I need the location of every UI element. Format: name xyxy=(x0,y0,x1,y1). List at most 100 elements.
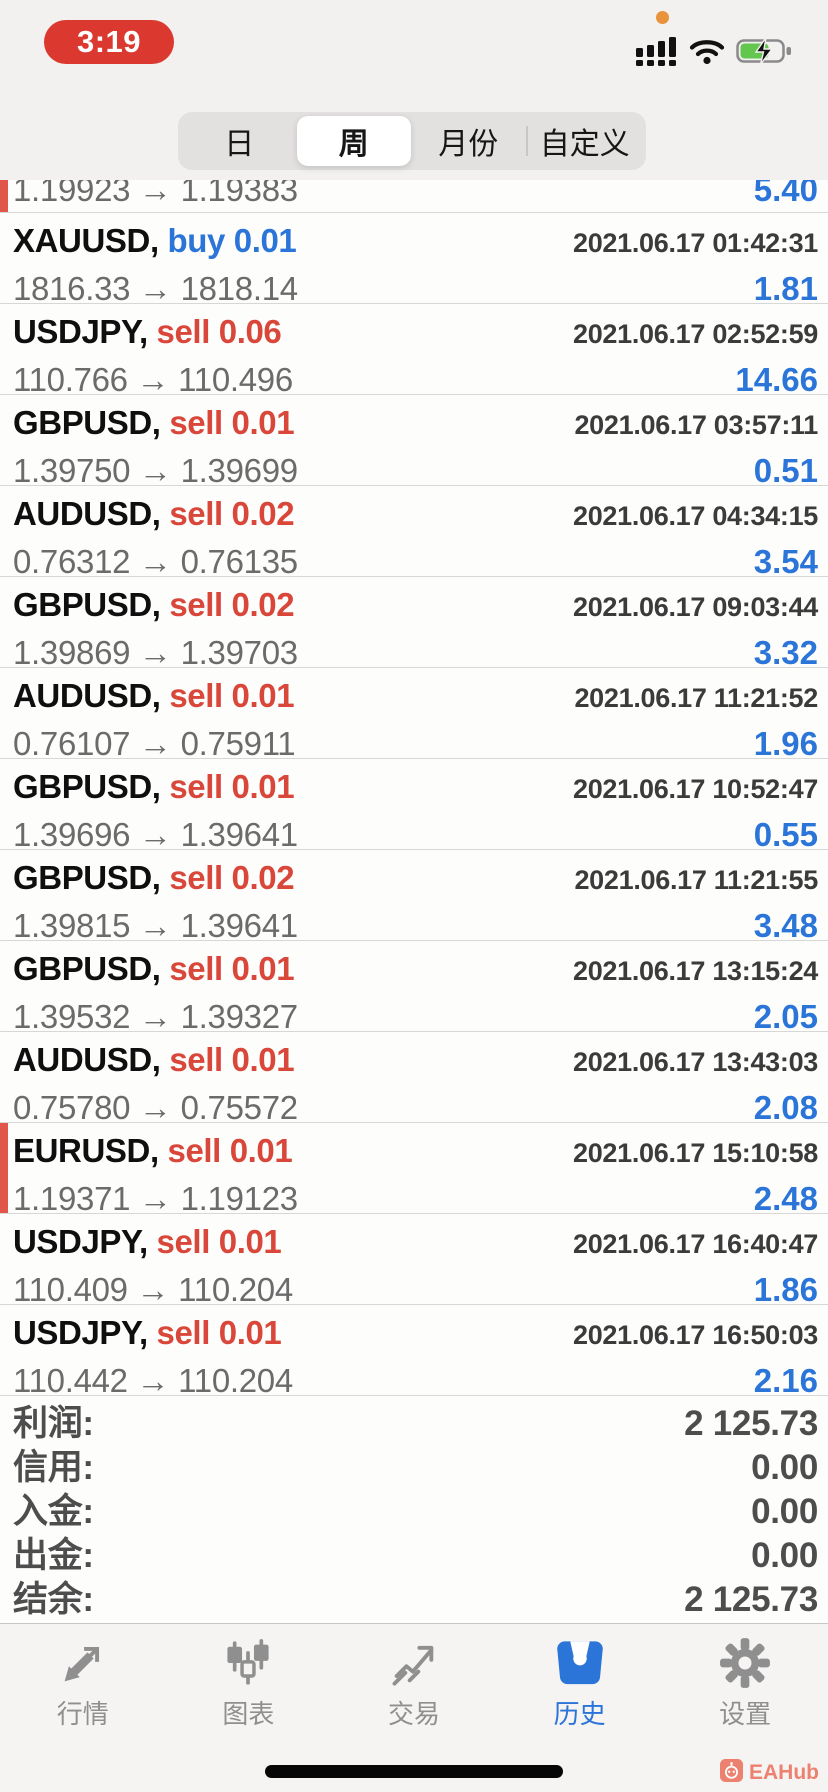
trade-symbol: AUDUSD, xyxy=(13,495,170,532)
trade-open-time: 2021.06.17 16:50:03 xyxy=(572,1320,818,1350)
trade-side-lot: sell 0.01 xyxy=(156,1314,282,1351)
status-icons xyxy=(636,36,794,66)
trade-row[interactable]: USDJPY, sell 0.06 2021.06.17 02:52:59 11… xyxy=(0,304,828,398)
tab-历史[interactable]: 历史 xyxy=(497,1637,663,1792)
trade-open-time: 2021.06.17 15:10:58 xyxy=(572,1138,818,1168)
trade-open-time: 2021.06.17 11:21:55 xyxy=(574,865,818,895)
trade-side-lot: sell 0.01 xyxy=(169,677,295,714)
status-time: 3:19 xyxy=(76,24,142,59)
trade-side-lot: sell 0.01 xyxy=(169,404,295,441)
trade-row-bottom-line: 0.75780 → 0.75572 2.08 xyxy=(13,1087,818,1129)
trade-row-top-line: AUDUSD, sell 0.02 2021.06.17 04:34:15 xyxy=(13,493,818,541)
history-list[interactable]: 1.19923 → 1.19383 5.40 XAUUSD, buy 0.01 … xyxy=(0,180,828,1622)
trade-side-lot: sell 0.02 xyxy=(169,859,295,896)
segment-button-月份[interactable]: 月份 xyxy=(411,116,526,166)
trade-row[interactable]: GBPUSD, sell 0.02 2021.06.17 11:21:55 1.… xyxy=(0,850,828,944)
trade-prices: 110.442 → 110.204 xyxy=(13,1362,293,1399)
trade-symbol: USDJPY, xyxy=(13,1314,157,1351)
trade-profit: 0.51 xyxy=(753,452,818,489)
trade-prices: 1.39532 → 1.39327 xyxy=(13,998,298,1035)
trade-row[interactable]: XAUUSD, buy 0.01 2021.06.17 01:42:31 181… xyxy=(0,213,828,307)
period-segmented-control: 日 周 月份 自定义 xyxy=(178,112,646,170)
trade-profit: 0.55 xyxy=(753,816,818,853)
cellular-signal-icon xyxy=(636,36,678,66)
trade-row[interactable]: USDJPY, sell 0.01 2021.06.17 16:50:03 11… xyxy=(0,1305,828,1399)
trade-profit: 2.08 xyxy=(753,1089,818,1126)
summary-value: 0.00 xyxy=(751,1492,818,1531)
segment-label: 月份 xyxy=(438,128,499,161)
trade-open-time: 2021.06.17 11:21:52 xyxy=(574,683,818,713)
trade-row[interactable]: GBPUSD, sell 0.01 2021.06.17 13:15:24 1.… xyxy=(0,941,828,1035)
summary-line: 入金: 0.00 xyxy=(13,1490,818,1534)
summary-label: 结余: xyxy=(13,1580,94,1619)
trade-open-time: 2021.06.17 03:57:11 xyxy=(574,410,818,440)
trade-prices: 1.39815 → 1.39641 xyxy=(13,907,298,944)
watermark-label: EAHub xyxy=(749,1761,819,1784)
trade-side-lot: buy 0.01 xyxy=(167,222,297,259)
tab-图表[interactable]: 图表 xyxy=(166,1637,332,1792)
trade-symbol: GBPUSD, xyxy=(13,404,170,441)
trade-row-top-line: GBPUSD, sell 0.01 2021.06.17 03:57:11 xyxy=(13,402,818,450)
trade-open-time: 2021.06.17 13:15:24 xyxy=(572,956,818,986)
trade-row[interactable]: EURUSD, sell 0.01 2021.06.17 15:10:58 1.… xyxy=(0,1123,828,1217)
tab-label: 设置 xyxy=(719,1699,772,1729)
segment-label: 自定义 xyxy=(539,128,630,161)
summary-line: 信用: 0.00 xyxy=(13,1446,818,1490)
trade-title: GBPUSD, sell 0.01 xyxy=(13,948,295,996)
segment-button-自定义[interactable]: 自定义 xyxy=(528,116,643,166)
segment-button-日[interactable]: 日 xyxy=(182,116,297,166)
summary-label: 入金: xyxy=(13,1492,94,1531)
trade-open-time: 2021.06.17 02:52:59 xyxy=(572,319,818,349)
gear-icon xyxy=(719,1637,771,1689)
mic-indicator-dot xyxy=(656,11,669,24)
trade-side-lot: sell 0.01 xyxy=(169,950,295,987)
trade-row[interactable]: GBPUSD, sell 0.01 2021.06.17 10:52:47 1.… xyxy=(0,759,828,853)
summary-line: 利润: 2 125.73 xyxy=(13,1402,818,1446)
trade-row-bottom-line: 1.39532 → 1.39327 2.05 xyxy=(13,996,818,1038)
tab-行情[interactable]: 行情 xyxy=(0,1637,166,1792)
trade-prices: 1.39696 → 1.39641 xyxy=(13,816,298,853)
trade-profit: 2.48 xyxy=(753,1180,818,1217)
tab-交易[interactable]: 交易 xyxy=(331,1637,497,1792)
trade-open-time: 2021.06.17 04:34:15 xyxy=(572,501,818,531)
tab-label: 行情 xyxy=(56,1699,109,1729)
trade-row[interactable]: AUDUSD, sell 0.01 2021.06.17 13:43:03 0.… xyxy=(0,1032,828,1126)
trade-side-lot: sell 0.01 xyxy=(169,768,295,805)
trade-line-icon xyxy=(388,1637,440,1689)
trade-title: AUDUSD, sell 0.02 xyxy=(13,493,295,541)
trade-symbol: GBPUSD, xyxy=(13,586,170,623)
tab-设置[interactable]: 设置 xyxy=(662,1637,828,1792)
trade-row[interactable]: AUDUSD, sell 0.02 2021.06.17 04:34:15 0.… xyxy=(0,486,828,580)
trade-row[interactable]: GBPUSD, sell 0.01 2021.06.17 03:57:11 1.… xyxy=(0,395,828,489)
summary-value: 2 125.73 xyxy=(684,1580,818,1619)
trade-prices: 1816.33 → 1818.14 xyxy=(13,270,298,307)
trade-row[interactable]: USDJPY, sell 0.01 2021.06.17 16:40:47 11… xyxy=(0,1214,828,1308)
summary-line: 结余: 2 125.73 xyxy=(13,1578,818,1622)
trade-title: USDJPY, sell 0.01 xyxy=(13,1312,282,1360)
trade-title: USDJPY, sell 0.01 xyxy=(13,1221,282,1269)
segment-button-周[interactable]: 周 xyxy=(296,116,411,166)
trade-profit: 3.54 xyxy=(753,543,818,580)
trade-row-bottom-line: 1.39869 → 1.39703 3.32 xyxy=(13,632,818,674)
trade-side-lot: sell 0.06 xyxy=(156,313,282,350)
trade-symbol: USDJPY, xyxy=(13,313,157,350)
recording-time-pill[interactable]: 3:19 xyxy=(44,20,174,64)
trade-row[interactable]: 1.19923 → 1.19383 5.40 xyxy=(0,180,828,213)
trade-side-lot: sell 0.01 xyxy=(156,1223,282,1260)
history-tray-icon xyxy=(554,1637,606,1689)
trade-row-bottom-line: 1.39696 → 1.39641 0.55 xyxy=(13,814,818,856)
trade-symbol: GBPUSD, xyxy=(13,950,170,987)
home-indicator[interactable] xyxy=(265,1765,563,1778)
header: 3:19 xyxy=(0,0,828,180)
tab-label: 交易 xyxy=(387,1699,440,1729)
trade-symbol: EURUSD, xyxy=(13,1132,168,1169)
trade-row[interactable]: GBPUSD, sell 0.02 2021.06.17 09:03:44 1.… xyxy=(0,577,828,671)
trade-symbol: AUDUSD, xyxy=(13,677,170,714)
trade-prices: 0.76107 → 0.75911 xyxy=(13,725,296,762)
trade-prices: 1.19371 → 1.19123 xyxy=(13,1180,298,1217)
trade-row-bottom-line: 110.409 → 110.204 1.86 xyxy=(13,1269,818,1311)
segment-divider xyxy=(525,126,528,156)
trade-row[interactable]: AUDUSD, sell 0.01 2021.06.17 11:21:52 0.… xyxy=(0,668,828,762)
trade-profit: 3.32 xyxy=(753,634,818,671)
